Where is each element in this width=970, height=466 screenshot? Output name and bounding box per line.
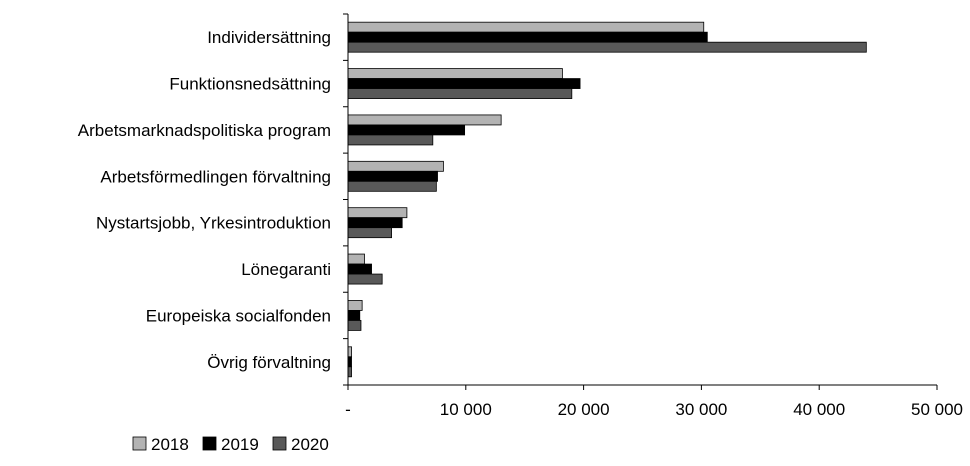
category-label: Arbetsmarknadspolitiska program bbox=[78, 121, 331, 140]
bar-2020 bbox=[347, 273, 383, 285]
category-label: Individersättning bbox=[207, 28, 331, 47]
bar-2019 bbox=[347, 170, 438, 182]
x-tick-label: 20 000 bbox=[558, 400, 610, 419]
bar-2019 bbox=[347, 310, 361, 321]
bar-2020 bbox=[347, 366, 352, 378]
category-label: Lönegaranti bbox=[241, 260, 331, 279]
bar-2019 bbox=[347, 356, 352, 368]
bar-2018 bbox=[347, 160, 444, 172]
bar-2020 bbox=[347, 227, 392, 239]
legend-swatch-2018 bbox=[132, 436, 147, 451]
axes-layer bbox=[343, 13, 937, 386]
bar-2020 bbox=[347, 320, 362, 331]
legend-swatch-2020 bbox=[272, 436, 287, 451]
bar-2020 bbox=[347, 180, 437, 192]
bar-2019 bbox=[347, 263, 372, 275]
x-axis-ticks: - 10 000 20 000 30 000 40 000 50 000 bbox=[345, 385, 963, 419]
bar-2019 bbox=[347, 31, 708, 43]
x-tick-label: 50 000 bbox=[911, 400, 963, 419]
bar-2020 bbox=[347, 41, 867, 53]
bar-2018 bbox=[347, 21, 705, 33]
x-tick-label: - bbox=[345, 400, 351, 419]
bars-layer bbox=[347, 21, 867, 378]
bar-2020 bbox=[347, 134, 434, 146]
category-labels: Individersättning Funktionsnedsättning Arb… bbox=[78, 28, 331, 372]
x-tick-label: 30 000 bbox=[675, 400, 727, 419]
legend: 2018 2019 2020 bbox=[132, 435, 329, 454]
bar-2019 bbox=[347, 217, 403, 229]
category-label: Arbetsförmedlingen förvaltning bbox=[100, 167, 331, 186]
category-label: Funktionsnedsättning bbox=[169, 75, 331, 94]
category-label: Övrig förvaltning bbox=[207, 353, 331, 372]
bar-2018 bbox=[347, 68, 563, 79]
bar-2019 bbox=[347, 78, 581, 89]
legend-label-2020: 2020 bbox=[291, 435, 329, 454]
legend-label-2019: 2019 bbox=[221, 435, 259, 454]
bar-2018 bbox=[347, 114, 502, 126]
bar-2018 bbox=[347, 253, 365, 265]
category-label: Europeiska socialfonden bbox=[146, 306, 331, 325]
legend-label-2018: 2018 bbox=[151, 435, 189, 454]
x-tick-label: 40 000 bbox=[793, 400, 845, 419]
category-label: Nystartsjobb, Yrkesintroduktion bbox=[96, 214, 331, 233]
bar-2018 bbox=[347, 300, 363, 311]
bar-2018 bbox=[347, 207, 408, 219]
bar-2020 bbox=[347, 88, 573, 99]
x-tick-label: 10 000 bbox=[440, 400, 492, 419]
bar-2018 bbox=[347, 346, 352, 358]
bar-2019 bbox=[347, 124, 466, 136]
legend-swatch-2019 bbox=[202, 436, 217, 451]
